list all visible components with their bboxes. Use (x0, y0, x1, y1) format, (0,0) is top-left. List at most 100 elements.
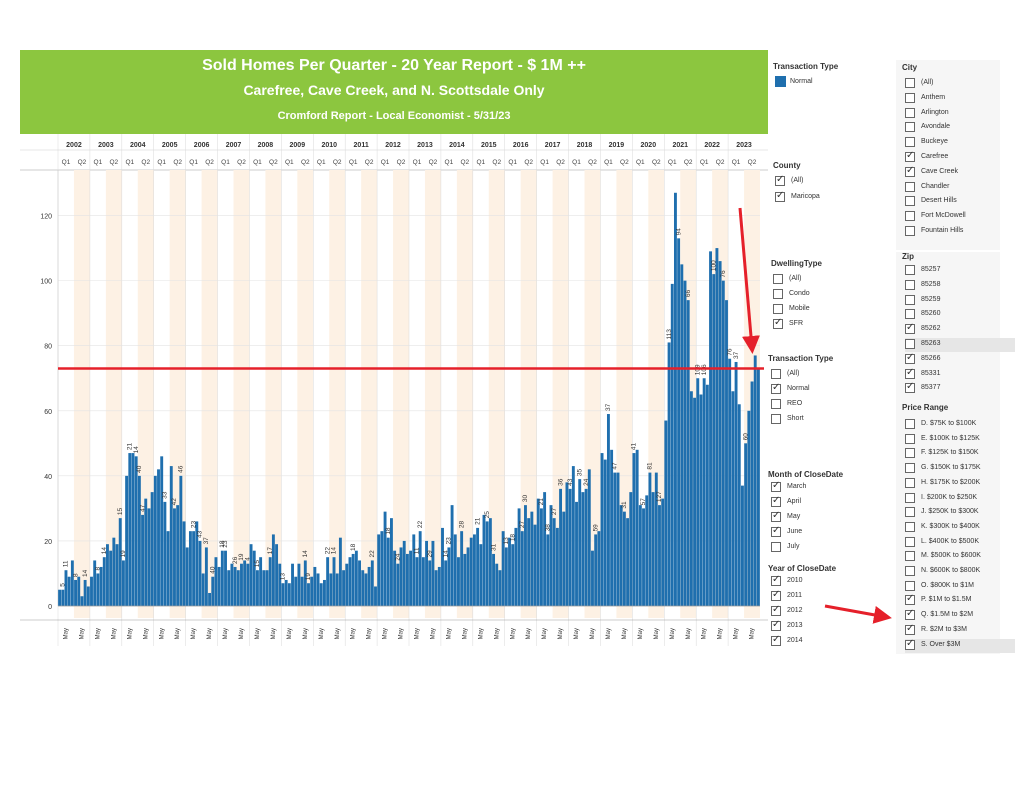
zip-filter-item[interactable]: 85377 (905, 381, 1015, 396)
checkbox[interactable] (905, 181, 915, 192)
checkbox[interactable] (775, 174, 785, 186)
month-filter-item[interactable]: June (771, 525, 881, 540)
checkbox[interactable] (905, 638, 915, 650)
checkbox[interactable] (905, 492, 915, 503)
year-filter-item[interactable]: 2014 (771, 634, 881, 649)
checkbox[interactable] (773, 289, 783, 299)
transaction-type-filter-item[interactable]: REO (771, 398, 881, 412)
month-filter-item[interactable]: March (771, 480, 881, 495)
checkbox[interactable] (905, 211, 915, 222)
checkbox[interactable] (905, 165, 915, 177)
price-range-filter-item[interactable]: G. $150K to $175K (905, 462, 1015, 476)
city-filter-item[interactable]: Anthem (905, 92, 1015, 106)
checkbox[interactable] (905, 580, 915, 591)
checkbox[interactable] (905, 419, 915, 429)
checkbox[interactable] (775, 190, 785, 202)
checkbox[interactable] (771, 542, 781, 552)
checkbox[interactable] (905, 150, 915, 162)
checkbox[interactable] (905, 623, 915, 635)
price-range-filter-item[interactable]: H. $175K to $200K (905, 477, 1015, 491)
price-range-filter-item[interactable]: S. Over $3M (905, 638, 1015, 653)
price-range-filter-item[interactable]: P. $1M to $1.5M (905, 593, 1015, 608)
price-range-filter-item[interactable]: E. $100K to $125K (905, 433, 1015, 447)
checkbox[interactable] (771, 369, 781, 379)
city-filter-item[interactable]: Desert Hills (905, 195, 1015, 209)
zip-filter-item[interactable]: 85262 (905, 322, 1015, 337)
county-filter-item[interactable]: Maricopa (775, 190, 885, 205)
transaction-type-filter-item[interactable]: Short (771, 413, 881, 427)
checkbox[interactable] (905, 593, 915, 606)
city-filter-item[interactable]: Fountain Hills (905, 225, 1015, 239)
checkbox[interactable] (905, 137, 915, 148)
checkbox[interactable] (905, 608, 915, 621)
checkbox[interactable] (905, 226, 915, 236)
price-range-filter-item[interactable]: M. $500K to $600K (905, 550, 1015, 564)
price-range-filter-item[interactable]: R. $2M to $3M (905, 623, 1015, 638)
checkbox[interactable] (905, 294, 915, 305)
checkbox[interactable] (771, 634, 781, 646)
checkbox[interactable] (905, 279, 915, 290)
month-filter-item[interactable]: April (771, 495, 881, 510)
checkbox[interactable] (905, 92, 915, 103)
checkbox[interactable] (771, 382, 781, 394)
checkbox[interactable] (771, 604, 781, 616)
city-filter-item[interactable]: Buckeye (905, 136, 1015, 150)
year-filter-item[interactable]: 2010 (771, 574, 881, 589)
month-filter-item[interactable]: July (771, 541, 881, 555)
zip-filter-item[interactable]: 85257 (905, 264, 1015, 278)
county-filter-item[interactable]: (All) (775, 174, 885, 189)
zip-filter-item[interactable]: 85260 (905, 308, 1015, 322)
city-filter-item[interactable]: Carefree (905, 150, 1015, 165)
checkbox[interactable] (905, 551, 915, 562)
checkbox[interactable] (905, 322, 915, 335)
price-range-filter-item[interactable]: N. $600K to $800K (905, 565, 1015, 579)
price-range-filter-item[interactable]: J. $250K to $300K (905, 506, 1015, 520)
price-range-filter-item[interactable]: L. $400K to $500K (905, 536, 1015, 550)
checkbox[interactable] (773, 317, 783, 329)
dwelling-type-filter-item[interactable]: Condo (773, 288, 883, 302)
month-filter-item[interactable]: May (771, 510, 881, 525)
city-filter-item[interactable]: Arlington (905, 107, 1015, 121)
checkbox[interactable] (771, 574, 781, 586)
transaction-type-filter-item[interactable]: (All) (771, 368, 881, 382)
zip-filter-item[interactable]: 85258 (905, 279, 1015, 293)
dwelling-type-filter-item[interactable]: SFR (773, 317, 883, 332)
checkbox[interactable] (905, 309, 915, 320)
checkbox[interactable] (773, 274, 783, 284)
transaction-type-filter-item[interactable]: Normal (771, 382, 881, 397)
checkbox[interactable] (905, 339, 915, 349)
checkbox[interactable] (905, 433, 915, 444)
checkbox[interactable] (771, 525, 781, 537)
city-filter-item[interactable]: (All) (905, 77, 1015, 91)
dwelling-type-filter-item[interactable]: Mobile (773, 303, 883, 317)
year-filter-item[interactable]: 2013 (771, 619, 881, 634)
checkbox[interactable] (905, 536, 915, 547)
price-range-filter-item[interactable]: I. $200K to $250K (905, 492, 1015, 506)
checkbox[interactable] (771, 414, 781, 424)
checkbox[interactable] (905, 107, 915, 118)
zip-filter-item[interactable]: 85266 (905, 352, 1015, 367)
price-range-filter-item[interactable]: D. $75K to $100K (905, 418, 1015, 432)
checkbox[interactable] (905, 507, 915, 518)
checkbox[interactable] (771, 619, 781, 631)
checkbox[interactable] (771, 510, 781, 522)
city-filter-item[interactable]: Fort McDowell (905, 210, 1015, 224)
checkbox[interactable] (905, 521, 915, 532)
checkbox[interactable] (905, 477, 915, 488)
city-filter-item[interactable]: Cave Creek (905, 165, 1015, 180)
checkbox[interactable] (771, 399, 781, 409)
city-filter-item[interactable]: Chandler (905, 181, 1015, 195)
checkbox[interactable] (905, 448, 915, 459)
checkbox[interactable] (905, 78, 915, 88)
price-range-filter-item[interactable]: Q. $1.5M to $2M (905, 608, 1015, 623)
checkbox[interactable] (771, 480, 781, 492)
checkbox[interactable] (905, 463, 915, 474)
price-range-filter-item[interactable]: F. $125K to $150K (905, 447, 1015, 461)
checkbox[interactable] (905, 367, 915, 379)
zip-filter-item[interactable]: 85331 (905, 367, 1015, 382)
year-filter-item[interactable]: 2012 (771, 604, 881, 619)
checkbox[interactable] (905, 265, 915, 275)
checkbox[interactable] (905, 352, 915, 364)
year-filter-item[interactable]: 2011 (771, 589, 881, 604)
zip-filter-item[interactable]: 85263 (905, 338, 1015, 352)
